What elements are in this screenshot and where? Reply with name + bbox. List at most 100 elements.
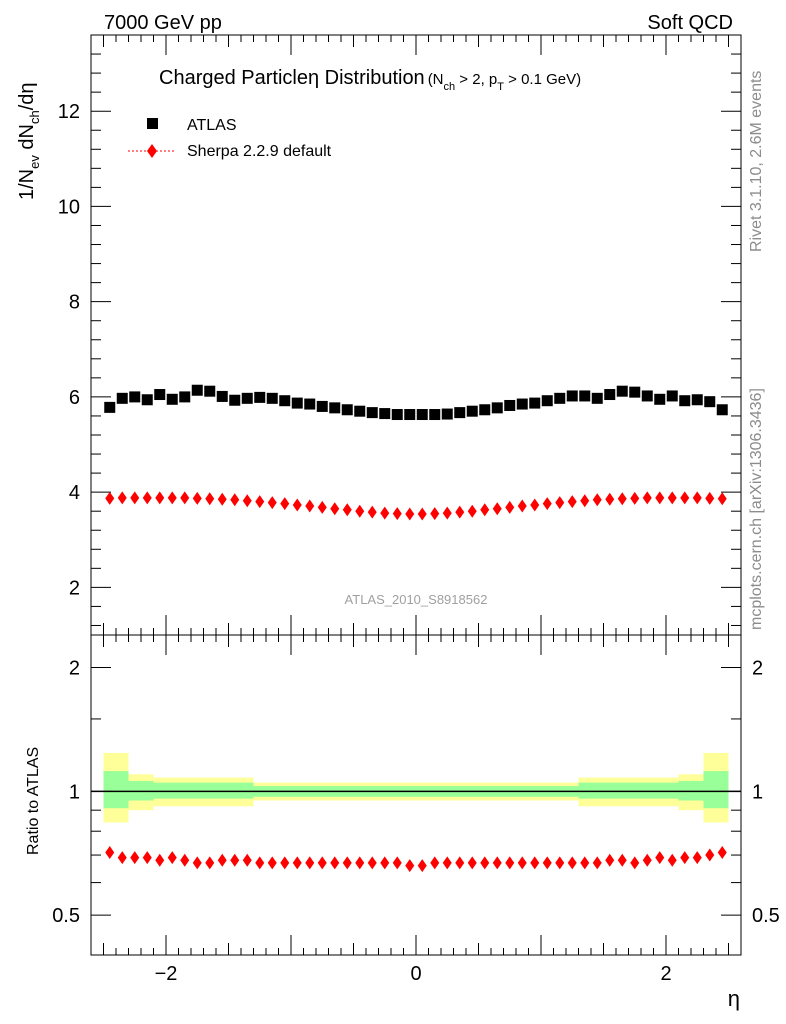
ylabel-ratio: Ratio to ATLAS [25,747,42,855]
atlas-point [229,394,241,406]
sherpa-point [405,507,415,521]
atlas-point [579,390,591,402]
main-ytick-label: 12 [58,101,80,123]
sherpa-point [505,500,515,514]
atlas-point [691,394,703,406]
sherpa-point [642,491,652,505]
sherpa-point [567,495,577,509]
atlas-point [591,392,603,404]
legend-atlas-label: ATLAS [187,117,237,134]
sherpa-point [467,504,477,518]
band-inner-0 [103,771,129,809]
sherpa-point [130,491,140,505]
sherpa-ratio-point [655,851,665,865]
sherpa-ratio-point [517,856,527,870]
sherpa-ratio-point [642,853,652,867]
main-ytick-label: 10 [58,196,80,218]
atlas-point [491,402,503,414]
sherpa-point [180,491,190,505]
atlas-point [554,392,566,404]
atlas-point [329,402,341,414]
atlas-point [116,392,128,404]
sherpa-point [480,503,490,517]
sherpa-ratio-point [480,856,490,870]
sherpa-ratio-point [380,856,390,870]
atlas-point [516,398,528,410]
atlas-point [191,384,203,396]
atlas-point [479,404,491,416]
sherpa-point [680,491,690,505]
sherpa-ratio-point [280,856,290,870]
sherpa-ratio-point [180,853,190,867]
sherpa-ratio-point [192,856,202,870]
ratio-ytick-label-left: 0.5 [52,905,80,927]
sherpa-ratio-point [617,853,627,867]
side-text-mcplots: mcplots.cern.ch [arXiv:1306.3436] [748,388,765,630]
axis-ticks [90,35,742,956]
ratio-ytick-label-right: 0.5 [752,905,780,927]
sherpa-point [542,497,552,511]
sherpa-point [517,499,527,513]
sherpa-point [442,506,452,520]
sherpa-point [167,491,177,505]
xlabel: η [728,986,740,1011]
atlas-point [641,390,653,402]
sherpa-ratio-point [567,856,577,870]
sherpa-ratio-point [305,856,315,870]
ratio-ytick-label-left: 1 [69,781,80,803]
atlas-point [204,385,216,397]
atlas-point [379,408,391,420]
atlas-point [154,389,166,401]
legend-sherpa-marker [147,144,157,158]
atlas-point [304,398,316,410]
sherpa-point [280,497,290,511]
sherpa-point [392,507,402,521]
side-text-rivet: Rivet 3.1.10, 2.6M events [748,71,765,252]
atlas-point [404,409,416,421]
atlas-point [679,395,691,407]
atlas-point [166,393,178,405]
sherpa-point [592,493,602,507]
atlas-point [266,392,278,404]
legend-sherpa-label: Sherpa 2.2.9 default [187,143,332,160]
main-ytick-label: 8 [69,292,80,314]
sherpa-point [417,507,427,521]
atlas-point [441,408,453,420]
sherpa-point [705,491,715,505]
sherpa-ratio-point [255,856,265,870]
sherpa-ratio-point [430,856,440,870]
sherpa-ratio-point [105,846,115,860]
sherpa-point [455,505,465,519]
sherpa-point [242,494,252,508]
sherpa-ratio-point [292,856,302,870]
sherpa-ratio-point [605,853,615,867]
sherpa-ratio-point [542,856,552,870]
sherpa-point [617,492,627,506]
sherpa-ratio-point [717,846,727,860]
sherpa-ratio-point [692,851,702,865]
sherpa-ratio-point [167,851,177,865]
atlas-point [416,409,428,421]
atlas-point [666,390,678,402]
atlas-point [429,409,441,421]
sherpa-ratio-point [330,856,340,870]
main-ytick-label: 6 [69,387,80,409]
sherpa-ratio-point [417,859,427,873]
sherpa-ratio-series [105,846,727,873]
atlas-point [366,407,378,419]
sherpa-point [430,507,440,521]
sherpa-point [230,493,240,507]
atlas-point [279,395,291,407]
atlas-point [141,394,153,406]
sherpa-point [292,498,302,512]
sherpa-point [192,491,202,505]
xtick-label: 0 [410,963,421,985]
atlas-point [254,391,266,403]
atlas-point [716,404,728,416]
sherpa-ratio-point [342,856,352,870]
xtick-label: 2 [660,963,671,985]
sherpa-point [305,499,315,513]
sherpa-ratio-point [205,856,215,870]
atlas-point [354,405,366,417]
chart-title: Charged Particleη Distribution (Nch > 2, … [159,67,581,93]
